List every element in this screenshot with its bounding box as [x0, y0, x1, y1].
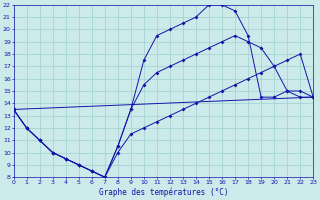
X-axis label: Graphe des températures (°C): Graphe des températures (°C) [99, 188, 228, 197]
